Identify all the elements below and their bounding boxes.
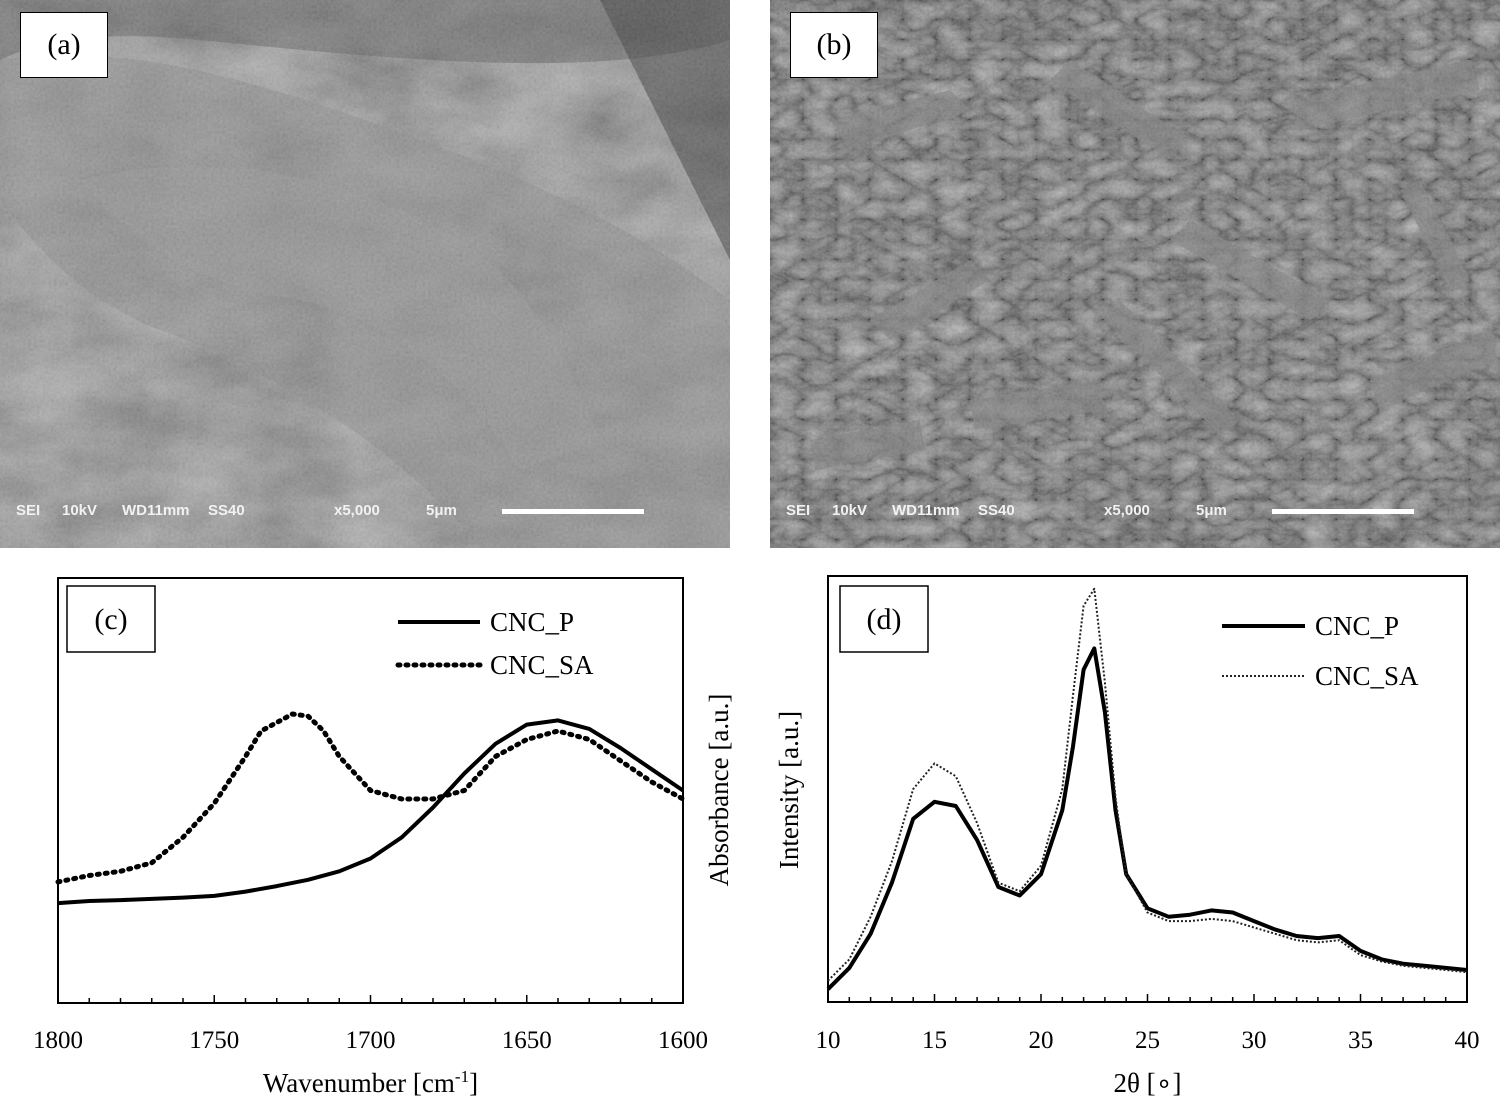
x-tick-label: 25 — [1135, 1027, 1160, 1054]
sem-texture-b — [770, 0, 1500, 548]
x-tick-label: 10 — [816, 1027, 841, 1054]
x-tick-label: 15 — [922, 1027, 947, 1054]
sem-scale-bar — [502, 509, 644, 514]
sem-spot-size: SS40 — [978, 502, 1015, 519]
sem-spot-size: SS40 — [208, 502, 245, 519]
panel-label: (d) — [867, 603, 902, 636]
x-tick-label: 1600 — [658, 1027, 708, 1054]
x-tick-label: 20 — [1029, 1027, 1054, 1054]
x-tick-label: 30 — [1242, 1027, 1267, 1054]
sem-scale-bar — [1272, 509, 1414, 514]
panel-label: (c) — [94, 603, 127, 636]
x-tick-label: 1800 — [33, 1027, 83, 1054]
panel-label-box — [839, 585, 929, 653]
x-axis-label: Wavenumber [cm-1] — [263, 1067, 478, 1098]
x-tick-label: 1650 — [502, 1027, 552, 1054]
legend-label: CNC_P — [1315, 611, 1399, 641]
legend-label: CNC_SA — [490, 650, 594, 680]
sem-image-b: (b) SEI 10kV WD11mm SS40 x5,000 5μm — [770, 0, 1500, 548]
chart-d: 10 15 20 25 30 35 40 2θ [∘] Intensity [a.u.] (d) C… — [774, 575, 1480, 1098]
panel-label-b: (b) — [790, 12, 878, 78]
x-tick-label: 1750 — [189, 1027, 239, 1054]
sem-scale-text: 5μm — [426, 502, 457, 519]
sem-info-bar-a: SEI 10kV WD11mm SS40 x5,000 5μm — [0, 502, 730, 526]
sem-working-distance: WD11mm — [122, 502, 190, 519]
sem-texture-a — [0, 0, 730, 548]
panel-label-box — [66, 585, 156, 653]
sem-detector: SEI — [786, 502, 811, 519]
x-axis-label: 2θ [∘] — [1113, 1068, 1181, 1098]
sem-voltage: 10kV — [832, 502, 868, 519]
chart-c: 1800 1750 1700 1650 1600 Wavenumber [cm-1] Abs… — [33, 577, 734, 1098]
series-line-cnc-p — [57, 718, 685, 906]
legend-label: CNC_P — [490, 607, 574, 637]
sem-detector: SEI — [16, 502, 41, 519]
plot-frame — [827, 575, 1468, 1003]
x-tick-label: 40 — [1455, 1027, 1480, 1054]
x-tick-label: 35 — [1348, 1027, 1373, 1054]
legend-label: CNC_SA — [1315, 661, 1419, 691]
sem-working-distance: WD11mm — [892, 502, 960, 519]
y-axis-label: Intensity [a.u.] — [774, 711, 804, 869]
sem-info-bar-b: SEI 10kV WD11mm SS40 x5,000 5μm — [770, 502, 1500, 526]
panel-label-a: (a) — [20, 12, 108, 78]
sem-magnification: x5,000 — [1104, 502, 1150, 519]
sem-image-a: (a) SEI 10kV WD11mm SS40 x5,000 5μm — [0, 0, 730, 548]
sem-voltage: 10kV — [62, 502, 98, 519]
x-tick-label: 1700 — [346, 1027, 396, 1054]
sem-scale-text: 5μm — [1196, 502, 1227, 519]
sem-magnification: x5,000 — [334, 502, 380, 519]
y-axis-label: Absorbance [a.u.] — [704, 694, 734, 887]
series-line-cnc-sa — [55, 711, 686, 885]
